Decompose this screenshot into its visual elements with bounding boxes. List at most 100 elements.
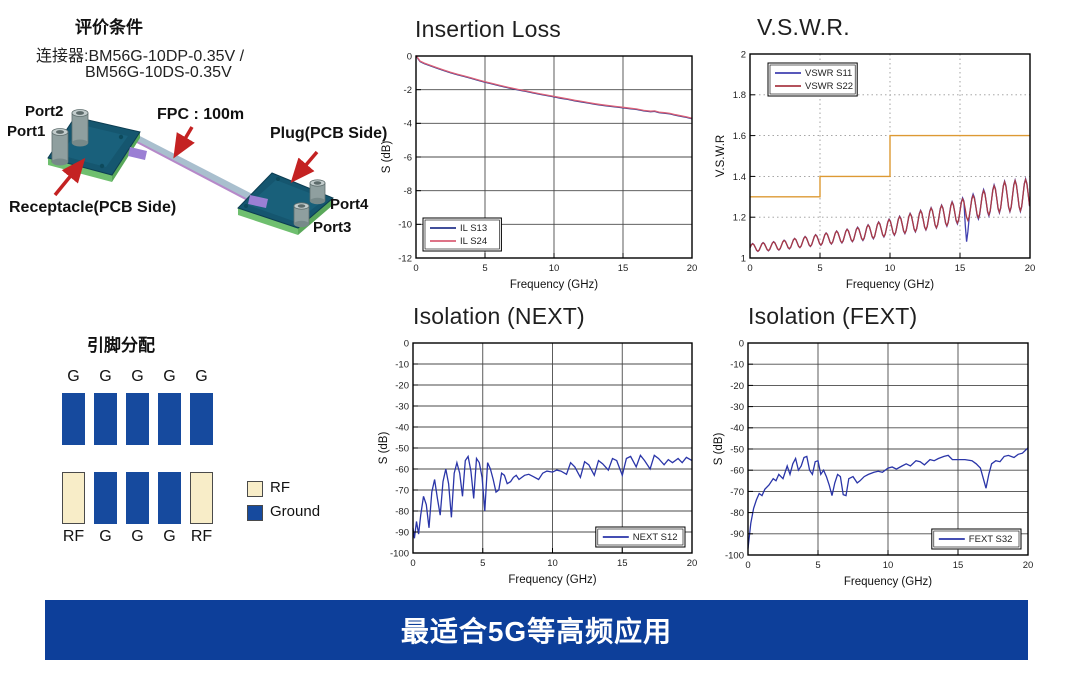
pin-assignment-title: 引脚分配 <box>87 336 155 355</box>
svg-text:-10: -10 <box>398 220 412 231</box>
svg-text:-40: -40 <box>730 423 744 434</box>
svg-text:IL S13: IL S13 <box>460 223 487 234</box>
svg-text:1.8: 1.8 <box>733 90 746 101</box>
evaluation-conditions-title: 评价条件 <box>75 18 143 37</box>
pin-label: G <box>67 368 80 385</box>
pin-ground <box>190 393 213 445</box>
port4-connector <box>309 179 326 205</box>
vswr-chart: 0 5 10 15 20 1 1.2 1.4 1.6 1.8 2 Frequency (GHz) V.S… <box>715 49 1036 291</box>
svg-text:-10: -10 <box>730 360 744 371</box>
receptacle-connector <box>128 147 147 160</box>
svg-text:Frequency (GHz): Frequency (GHz) <box>508 574 596 586</box>
svg-text:10: 10 <box>883 560 894 571</box>
pin-label: RF <box>190 528 213 545</box>
svg-text:15: 15 <box>955 263 966 274</box>
legend-swatch <box>247 505 263 521</box>
svg-text:5: 5 <box>817 263 822 274</box>
port2-label: Port2 <box>25 103 64 120</box>
pin-label: G <box>99 528 112 545</box>
legend-label: Ground <box>270 503 321 520</box>
chart-title-insertion-loss: Insertion Loss <box>415 16 561 42</box>
svg-text:-20: -20 <box>730 381 744 392</box>
pin-ground <box>158 472 181 524</box>
fpc-arrow <box>173 126 195 159</box>
svg-text:0: 0 <box>410 558 415 569</box>
svg-text:-70: -70 <box>730 487 744 498</box>
svg-text:15: 15 <box>953 560 964 571</box>
chart-title-isolation-next: Isolation (NEXT) <box>413 303 585 329</box>
port3-connector <box>293 202 310 228</box>
svg-text:-60: -60 <box>730 466 744 477</box>
chart-title-isolation-fext: Isolation (FEXT) <box>748 303 918 329</box>
svg-text:5: 5 <box>815 560 820 571</box>
pin-label: G <box>131 528 144 545</box>
svg-text:-90: -90 <box>395 527 409 538</box>
pin-ground <box>94 393 117 445</box>
test-setup-diagram <box>47 109 334 235</box>
svg-text:-6: -6 <box>404 152 412 163</box>
svg-text:0: 0 <box>747 263 752 274</box>
pin-ground <box>126 393 149 445</box>
svg-text:S (dB): S (dB) <box>381 141 393 174</box>
pin-rf <box>62 472 85 524</box>
legend-label: RF <box>270 479 290 496</box>
svg-text:0: 0 <box>413 263 418 274</box>
svg-text:-12: -12 <box>398 253 412 264</box>
svg-text:-30: -30 <box>395 401 409 412</box>
svg-text:Frequency (GHz): Frequency (GHz) <box>846 279 934 291</box>
svg-text:1.6: 1.6 <box>733 131 746 142</box>
svg-text:-40: -40 <box>395 422 409 433</box>
svg-text:20: 20 <box>687 558 698 569</box>
plug-arrow <box>290 150 319 183</box>
svg-text:0: 0 <box>404 338 409 349</box>
svg-text:20: 20 <box>1023 560 1034 571</box>
svg-text:5: 5 <box>480 558 485 569</box>
svg-text:1: 1 <box>741 253 746 264</box>
plug-label: Plug(PCB Side) <box>270 125 388 142</box>
port3-label: Port3 <box>313 219 352 236</box>
svg-text:10: 10 <box>547 558 558 569</box>
svg-text:-20: -20 <box>395 380 409 391</box>
svg-text:1.4: 1.4 <box>733 172 746 183</box>
svg-text:-10: -10 <box>395 359 409 370</box>
port1-connector <box>51 128 69 166</box>
pin-label: G <box>131 368 144 385</box>
receptacle-label: Receptacle(PCB Side) <box>9 199 177 216</box>
svg-text:2: 2 <box>741 49 746 60</box>
svg-text:0: 0 <box>407 51 412 62</box>
connector-model-line1: 连接器:BM56G-10DP-0.35V / <box>36 48 245 65</box>
pin-ground <box>126 472 149 524</box>
svg-text:10: 10 <box>549 263 560 274</box>
svg-text:NEXT S12: NEXT S12 <box>633 532 678 543</box>
svg-text:Frequency (GHz): Frequency (GHz) <box>844 576 932 588</box>
svg-text:15: 15 <box>617 558 628 569</box>
svg-text:-60: -60 <box>395 464 409 475</box>
conclusion-banner: 最适合5G等高频应用 <box>45 600 1028 660</box>
svg-text:S (dB): S (dB) <box>713 433 725 466</box>
pin-ground <box>158 393 181 445</box>
svg-text:-4: -4 <box>404 119 412 130</box>
svg-text:-8: -8 <box>404 186 412 197</box>
svg-text:FEXT S32: FEXT S32 <box>969 534 1013 545</box>
pin-ground <box>94 472 117 524</box>
svg-text:-80: -80 <box>730 508 744 519</box>
svg-text:1.2: 1.2 <box>733 213 746 224</box>
chart-title-vswr: V.S.W.R. <box>757 14 850 40</box>
svg-text:20: 20 <box>1025 263 1036 274</box>
svg-text:-90: -90 <box>730 529 744 540</box>
svg-text:0: 0 <box>745 560 750 571</box>
plug-connector <box>248 195 268 208</box>
conclusion-banner-text: 最适合5G等高频应用 <box>400 616 673 647</box>
connector-model-line2: BM56G-10DS-0.35V <box>85 64 232 81</box>
isolation-fext-chart: 0 5 10 15 20 0 -10 -20 -30 -40 -50 -60 -70 -80 -90 -100… <box>713 338 1034 588</box>
svg-text:-100: -100 <box>725 550 744 561</box>
receptacle-arrow <box>53 157 86 197</box>
legend-swatch <box>247 481 263 497</box>
svg-text:15: 15 <box>618 263 629 274</box>
svg-text:-30: -30 <box>730 402 744 413</box>
svg-text:0: 0 <box>739 338 744 349</box>
pin-rf <box>190 472 213 524</box>
svg-text:-70: -70 <box>395 485 409 496</box>
svg-text:V.S.W.R: V.S.W.R <box>715 135 727 177</box>
